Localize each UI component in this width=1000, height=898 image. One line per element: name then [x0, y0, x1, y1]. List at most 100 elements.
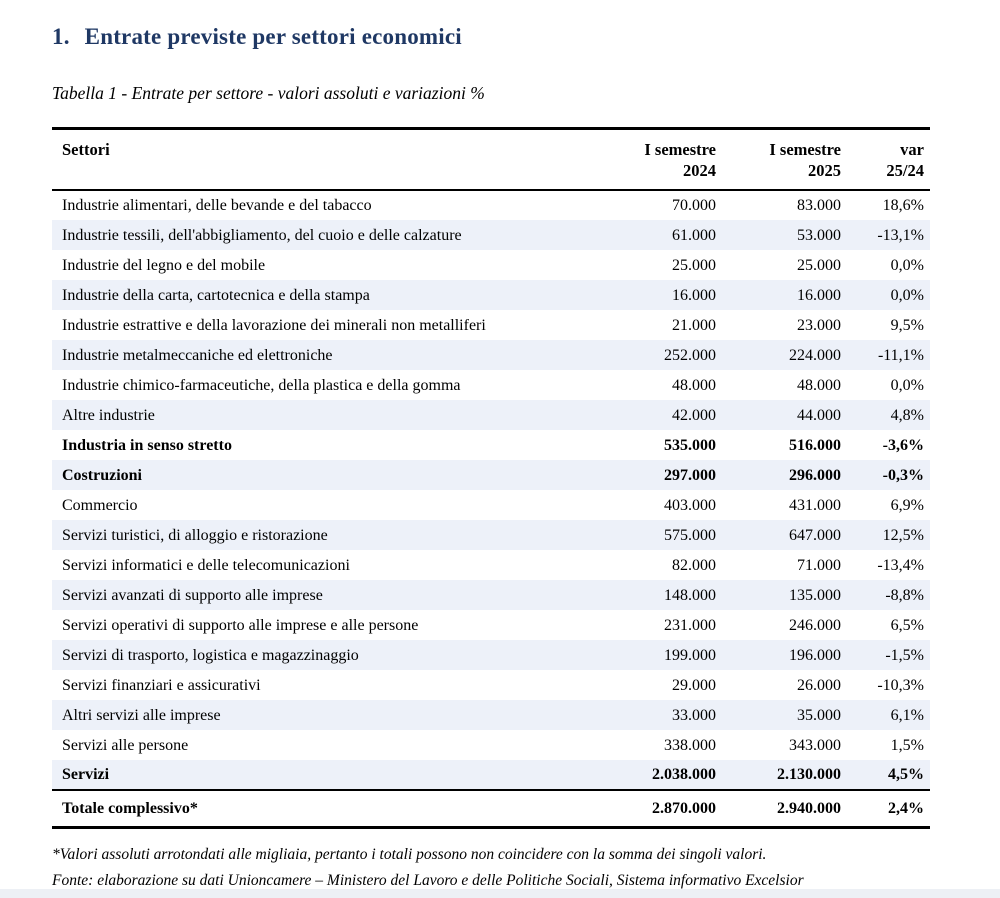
var-cell: 1,5% [890, 736, 924, 754]
value-2025-cell: 53.000 [797, 226, 841, 244]
footnote-rounding: *Valori assoluti arrotondati alle miglia… [52, 846, 767, 863]
value-2025-cell: 135.000 [789, 586, 841, 604]
value-2024-cell: 48.000 [672, 376, 716, 394]
value-2024-cell: 16.000 [672, 286, 716, 304]
table-row: Costruzioni 297.000 296.000 -0,3% [52, 460, 930, 490]
total-2024-cell: 2.870.000 [582, 789, 722, 829]
total-2025-cell: 2.940.000 [722, 789, 847, 829]
value-2025-cell: 296.000 [789, 466, 841, 484]
sector-cell: Servizi [62, 766, 110, 783]
table-row: Industrie estrattive e della lavorazione… [52, 310, 930, 340]
table-row: Servizi informatici e delle telecomunica… [52, 550, 930, 580]
var-cell: 6,1% [890, 706, 924, 724]
value-2024-cell: 403.000 [664, 496, 716, 514]
table-row: Servizi 2.038.000 2.130.000 4,5% [52, 760, 930, 790]
sector-cell: Servizi turistici, di alloggio e ristora… [62, 526, 328, 544]
column-header-settori: Settori [52, 128, 582, 191]
sector-cell: Servizi operativi di supporto alle impre… [62, 616, 419, 634]
value-2025-cell: 224.000 [789, 346, 841, 364]
var-cell: -13,4% [877, 556, 924, 574]
table-row: Industrie tessili, dell'abbigliamento, d… [52, 220, 930, 250]
sector-cell: Industrie tessili, dell'abbigliamento, d… [62, 226, 462, 244]
value-2025-cell: 23.000 [797, 316, 841, 334]
sector-cell: Industrie alimentari, delle bevande e de… [62, 197, 372, 214]
var-cell: 4,8% [890, 406, 924, 424]
table-row: Servizi finanziari e assicurativi 29.000 2… [52, 670, 930, 700]
sector-cell: Altre industrie [62, 406, 155, 424]
var-cell: 6,9% [890, 496, 924, 514]
table-row: Industria in senso stretto 535.000 516.000… [52, 430, 930, 460]
value-2025-cell: 44.000 [797, 406, 841, 424]
column-header-semestre-2024-line2: 2024 [683, 161, 716, 180]
table-row: Industrie della carta, cartotecnica e de… [52, 280, 930, 310]
value-2025-cell: 343.000 [789, 736, 841, 754]
sector-cell: Servizi avanzati di supporto alle impres… [62, 586, 323, 604]
var-cell: 9,5% [890, 316, 924, 334]
table-row: Altre industrie 42.000 44.000 4,8% [52, 400, 930, 430]
column-header-var: var 25/24 [847, 128, 930, 191]
value-2024-cell: 70.000 [672, 197, 716, 214]
sector-cell: Industrie metalmeccaniche ed elettronich… [62, 346, 333, 364]
table-row: Industrie metalmeccaniche ed elettronich… [52, 340, 930, 370]
value-2024-cell: 148.000 [664, 586, 716, 604]
var-cell: -8,8% [885, 586, 924, 604]
sector-cell: Costruzioni [62, 466, 142, 484]
value-2025-cell: 71.000 [797, 556, 841, 574]
section-number: 1. [52, 24, 70, 49]
column-header-var-line2: 25/24 [886, 161, 924, 180]
value-2024-cell: 42.000 [672, 406, 716, 424]
sector-cell: Industrie del legno e del mobile [62, 256, 266, 274]
table-row: Servizi avanzati di supporto alle impres… [52, 580, 930, 610]
var-cell: -1,5% [885, 646, 924, 664]
value-2024-cell: 338.000 [664, 736, 716, 754]
table-row: Servizi alle persone 338.000 343.000 1,5% [52, 730, 930, 760]
sector-cell: Servizi alle persone [62, 736, 189, 754]
section-title-text: Entrate previste per settori economici [84, 24, 462, 49]
table-row: Altri servizi alle imprese 33.000 35.000 6,… [52, 700, 930, 730]
var-cell: -3,6% [882, 436, 924, 454]
value-2025-cell: 26.000 [797, 676, 841, 694]
column-header-semestre-2024-line1: I semestre [644, 140, 716, 159]
value-2024-cell: 231.000 [664, 616, 716, 634]
footnote-source: Fonte: elaborazione su dati Unioncamere … [52, 872, 804, 889]
value-2025-cell: 196.000 [789, 646, 841, 664]
table-row: Industrie del legno e del mobile 25.000 25… [52, 250, 930, 280]
var-cell: 4,5% [888, 766, 924, 783]
sector-cell: Commercio [62, 496, 138, 514]
value-2024-cell: 82.000 [672, 556, 716, 574]
table-row: Industrie alimentari, delle bevande e de… [52, 190, 930, 220]
value-2025-cell: 83.000 [797, 197, 841, 214]
sector-cell: Servizi informatici e delle telecomunica… [62, 556, 350, 574]
value-2025-cell: 2.130.000 [777, 766, 841, 783]
value-2024-cell: 21.000 [672, 316, 716, 334]
value-2024-cell: 33.000 [672, 706, 716, 724]
column-header-semestre-2025: I semestre 2025 [722, 128, 847, 191]
total-label-cell: Totale complessivo* [52, 789, 582, 829]
value-2024-cell: 25.000 [672, 256, 716, 274]
value-2025-cell: 431.000 [789, 496, 841, 514]
var-cell: -10,3% [877, 676, 924, 694]
total-var-cell: 2,4% [847, 789, 930, 829]
sector-cell: Servizi finanziari e assicurativi [62, 676, 261, 694]
var-cell: -13,1% [877, 226, 924, 244]
column-header-var-line1: var [900, 140, 924, 159]
var-cell: 0,0% [890, 376, 924, 394]
value-2025-cell: 25.000 [797, 256, 841, 274]
value-2025-cell: 48.000 [797, 376, 841, 394]
value-2025-cell: 35.000 [797, 706, 841, 724]
table-row: Servizi turistici, di alloggio e ristora… [52, 520, 930, 550]
value-2024-cell: 252.000 [664, 346, 716, 364]
var-cell: 6,5% [890, 616, 924, 634]
column-header-semestre-2024: I semestre 2024 [582, 128, 722, 191]
var-cell: 0,0% [890, 256, 924, 274]
value-2025-cell: 516.000 [789, 436, 841, 454]
sector-cell: Industrie estrattive e della lavorazione… [62, 316, 486, 334]
page-title: 1. Entrate previste per settori economici [52, 24, 930, 50]
value-2025-cell: 647.000 [789, 526, 841, 544]
var-cell: 0,0% [890, 286, 924, 304]
total-row: Totale complessivo* 2.870.000 2.940.000 … [52, 789, 930, 829]
value-2025-cell: 246.000 [789, 616, 841, 634]
value-2024-cell: 199.000 [664, 646, 716, 664]
sector-cell: Servizi di trasporto, logistica e magazz… [62, 646, 359, 664]
